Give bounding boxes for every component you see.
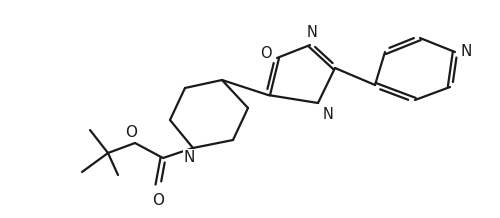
Text: N: N (323, 107, 334, 122)
Text: N: N (461, 44, 472, 60)
Text: O: O (125, 125, 137, 140)
Text: N: N (306, 25, 318, 40)
Text: O: O (260, 46, 272, 61)
Text: O: O (152, 193, 164, 208)
Text: N: N (184, 150, 195, 165)
